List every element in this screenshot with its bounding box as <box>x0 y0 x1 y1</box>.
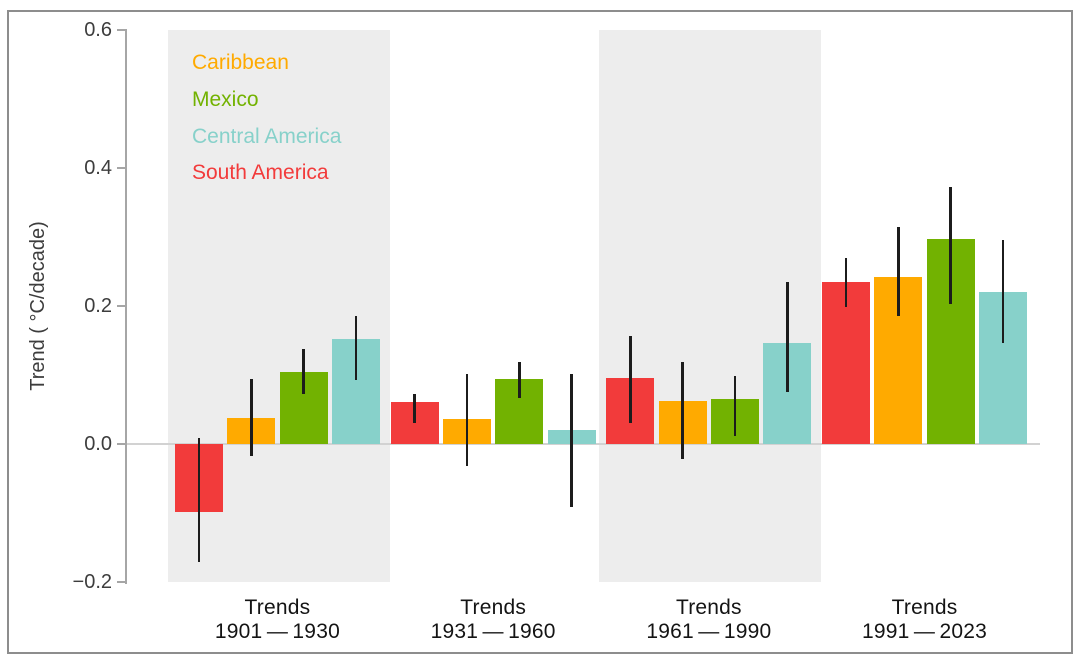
x-group-label-line2: 1931 — 1960 <box>430 619 556 643</box>
x-group-label-line1: Trends <box>460 596 527 619</box>
errorbar-south-america-group2 <box>413 393 416 424</box>
errorbar-mexico-group3 <box>733 375 737 436</box>
y-tick-mark <box>117 305 125 307</box>
y-tick-label: 0.6 <box>84 19 112 41</box>
errorbar-mexico-group2 <box>518 361 521 398</box>
legend-item-south-america: South America <box>192 161 329 185</box>
errorbar-central-america-group1 <box>354 316 358 380</box>
figure-border <box>7 10 1073 654</box>
errorbar-mexico-group1 <box>302 348 305 395</box>
legend-item-central-america: Central America <box>192 124 342 148</box>
x-group-label-2: Trends 1931 — 1960 <box>373 596 613 643</box>
x-group-label-line2: 1901 — 1930 <box>214 619 340 643</box>
errorbar-central-america-group3 <box>786 281 789 393</box>
errorbar-mexico-group4 <box>949 186 952 304</box>
y-tick-mark <box>117 29 125 31</box>
legend: Caribbean Mexico Central America South Amer… <box>192 45 341 192</box>
errorbar-caribbean-group4 <box>897 227 900 317</box>
x-group-label-1: Trends 1901 — 1930 <box>157 596 397 643</box>
errorbar-caribbean-group1 <box>250 379 253 456</box>
y-tick-mark <box>117 581 125 583</box>
zero-baseline <box>126 443 1040 445</box>
y-tick-label: 0.4 <box>84 157 112 179</box>
y-tick-mark <box>117 443 125 445</box>
y-tick-label: 0.2 <box>84 295 112 317</box>
y-tick-label: −0.2 <box>72 571 112 593</box>
errorbar-central-america-group4 <box>1001 240 1005 343</box>
y-tick-label: 0.0 <box>84 433 112 455</box>
errorbar-south-america-group3 <box>629 335 632 424</box>
errorbar-south-america-group4 <box>844 257 848 308</box>
x-group-label-line2: 1961 — 1990 <box>646 619 772 643</box>
highlight-band <box>599 30 822 582</box>
y-axis-title-text: Trend ( °C/decade) <box>27 221 49 391</box>
y-axis-title: Trend ( °C/decade) <box>24 26 52 586</box>
errorbar-caribbean-group3 <box>681 361 684 460</box>
y-axis-line <box>125 29 127 584</box>
y-tick-mark <box>117 167 125 169</box>
x-group-label-line2: 1991 — 2023 <box>862 619 988 643</box>
bar-south-america-group4 <box>822 281 871 444</box>
errorbar-caribbean-group2 <box>465 374 469 467</box>
legend-item-caribbean: Caribbean <box>192 51 289 74</box>
x-group-label-3: Trends 1961 — 1990 <box>589 596 829 643</box>
x-group-label-line1: Trends <box>244 596 311 619</box>
x-group-label-4: Trends 1991 — 2023 <box>805 596 1045 643</box>
x-group-label-line1: Trends <box>891 596 958 619</box>
errorbar-south-america-group1 <box>197 437 201 562</box>
legend-item-mexico: Mexico <box>192 87 259 111</box>
x-group-label-line1: Trends <box>675 596 742 619</box>
errorbar-central-america-group2 <box>570 374 573 507</box>
